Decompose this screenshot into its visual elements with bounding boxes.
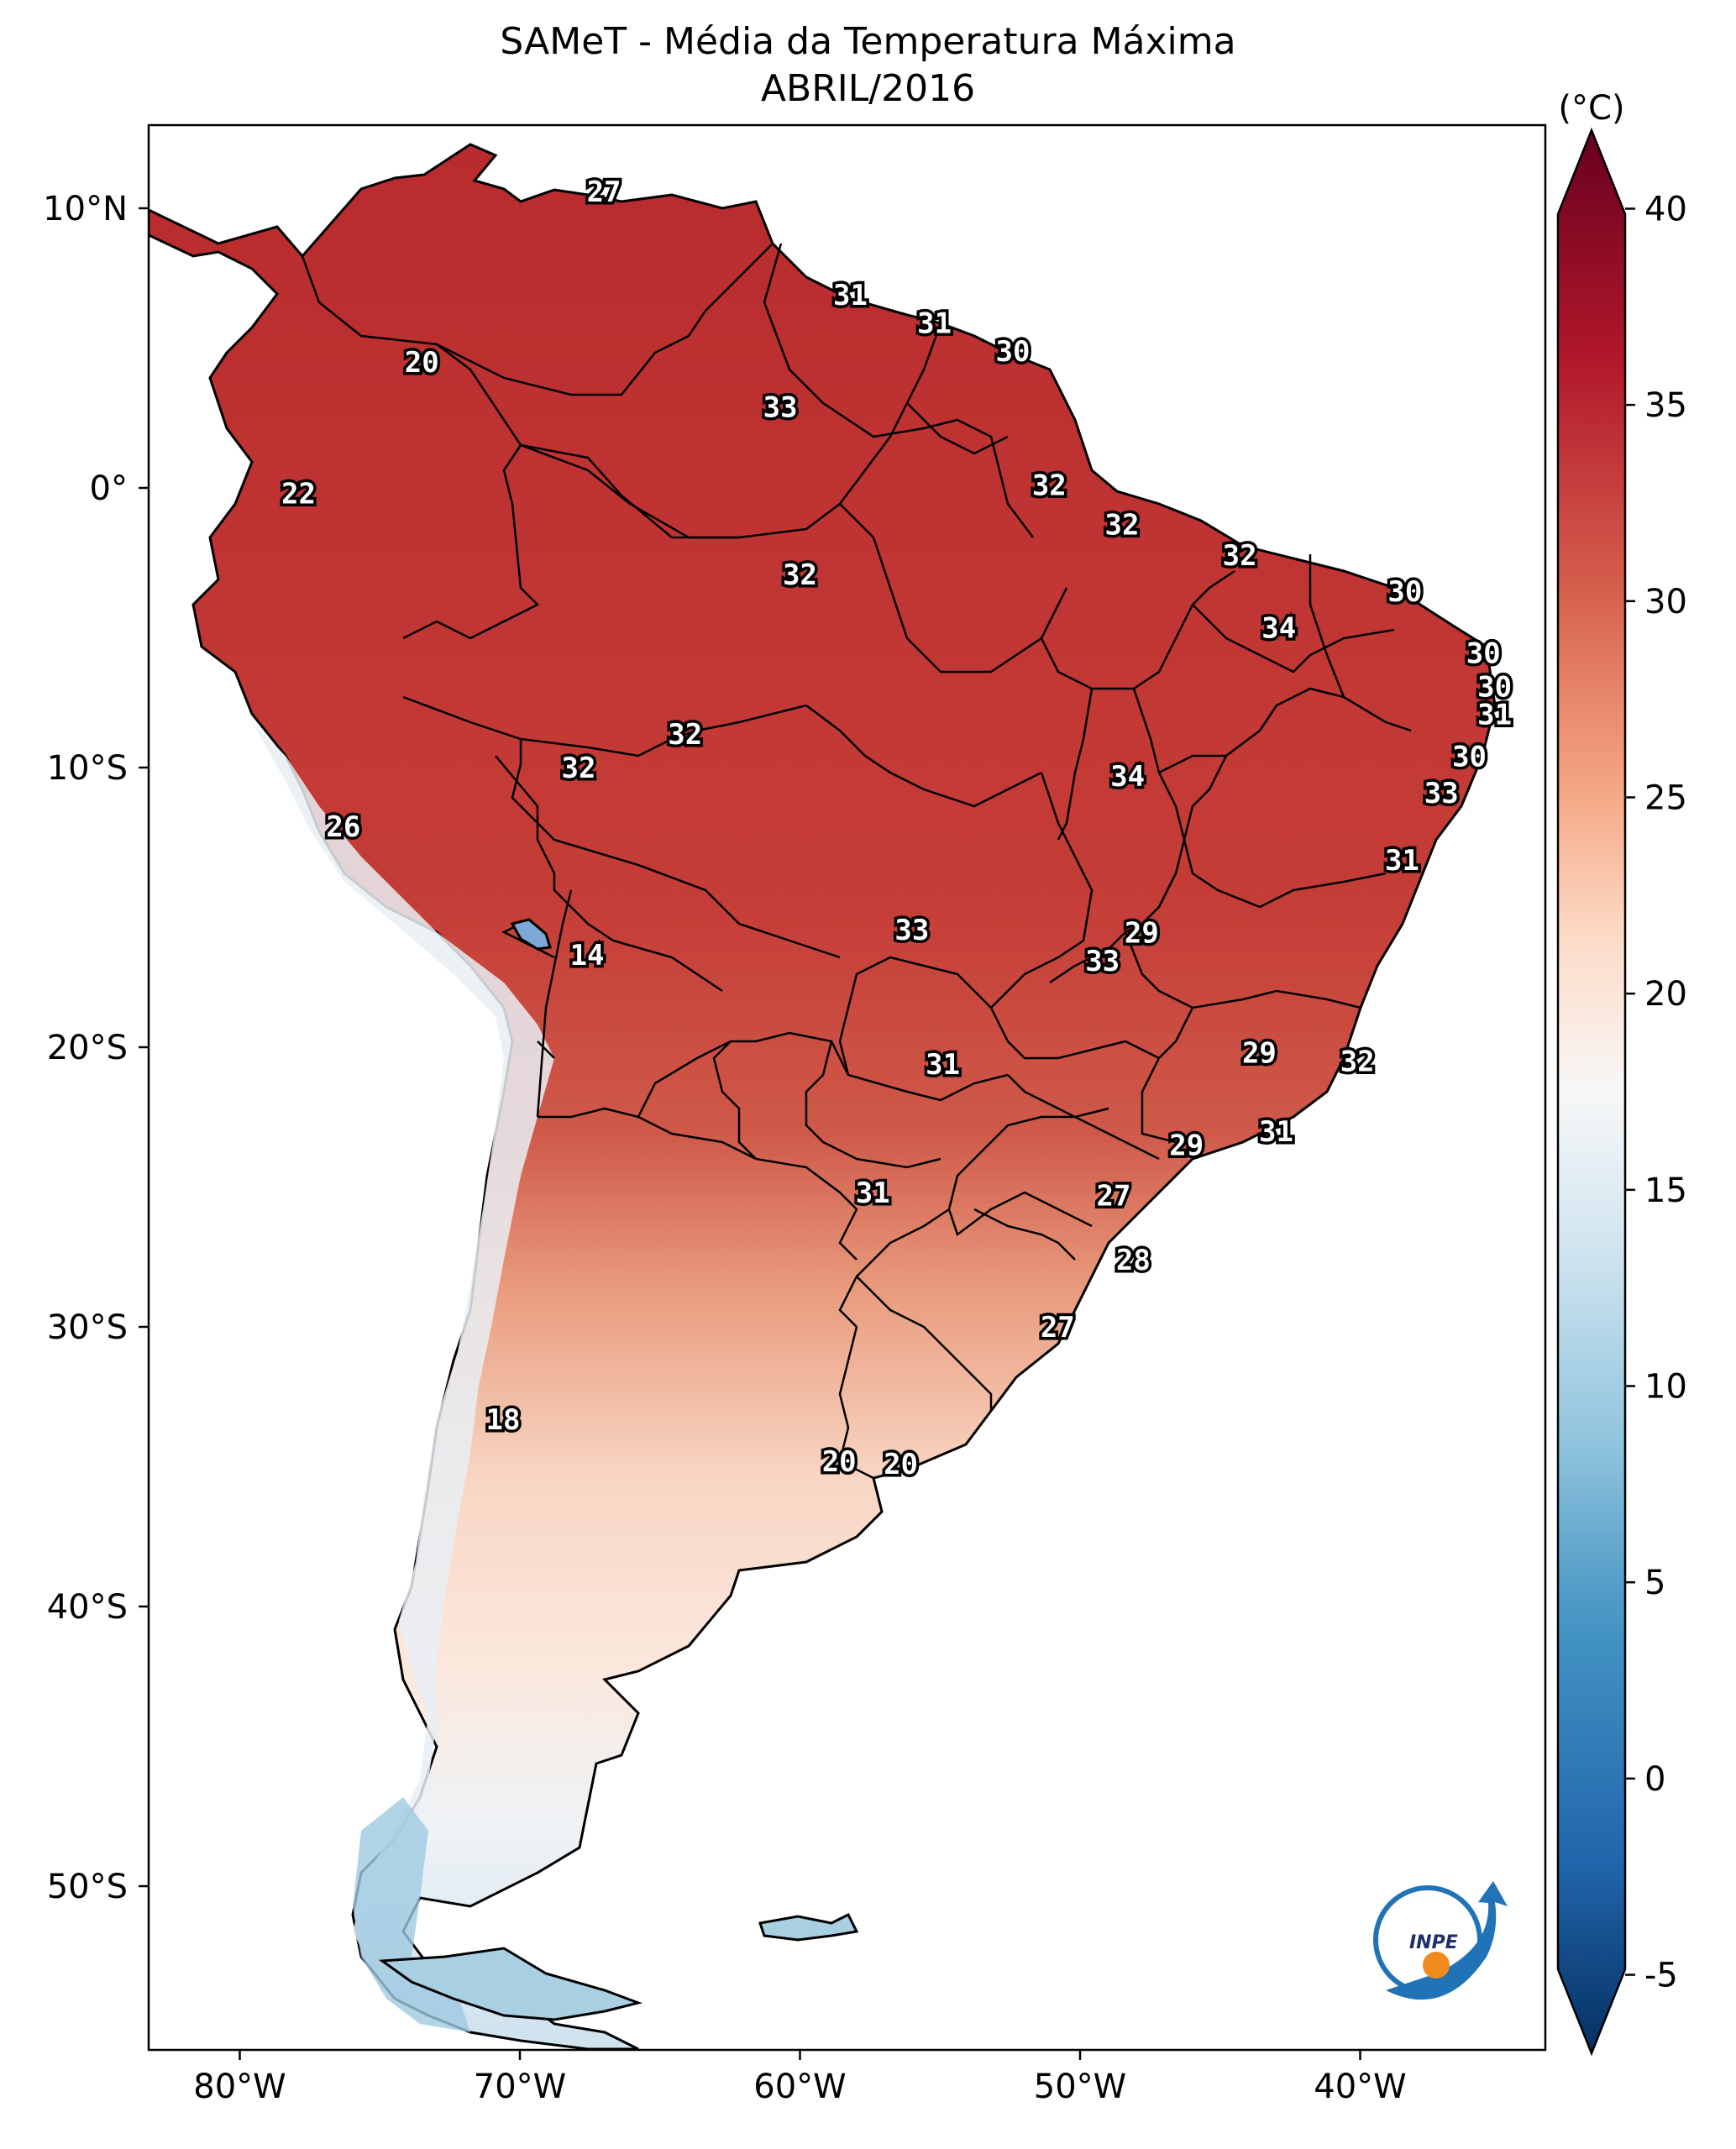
lon-tick-label: 60°W <box>753 2068 846 2106</box>
temperature-label: 20 <box>884 1448 918 1481</box>
tierra-del-fuego <box>378 1947 643 2021</box>
temperature-label: 33 <box>894 914 929 947</box>
lat-tick-label: 40°S <box>47 1588 128 1627</box>
temperature-label: 32 <box>668 718 702 752</box>
colorbar-tick-label: 0 <box>1644 1760 1665 1799</box>
temperature-label: 29 <box>1169 1130 1204 1163</box>
temperature-label: 30 <box>1466 637 1501 670</box>
temperature-label: 34 <box>1261 612 1296 646</box>
temperature-label: 29 <box>1125 916 1159 950</box>
lon-tick-label: 40°W <box>1314 2068 1406 2106</box>
lon-tick-label: 70°W <box>474 2068 566 2106</box>
temperature-label: 32 <box>1032 469 1067 503</box>
temperature-label: 31 <box>917 307 952 341</box>
lat-tick-label: 30°S <box>47 1308 128 1347</box>
temperature-label: 31 <box>1477 699 1512 732</box>
temperature-label: 30 <box>1452 741 1487 774</box>
temperature-label: 31 <box>926 1048 960 1082</box>
lat-tick-label: 20°S <box>47 1029 128 1067</box>
colorbar-body <box>1556 127 1627 2057</box>
patagonia-cold <box>353 1797 470 2032</box>
colorbar-unit: (°C) <box>1558 89 1624 128</box>
temperature-label: 30 <box>995 335 1030 369</box>
temperature-label: 33 <box>1424 777 1459 810</box>
lat-tick-label: 50°S <box>47 1868 128 1906</box>
colorbar-tick-label: 30 <box>1644 583 1687 621</box>
temperature-label: 31 <box>833 279 868 312</box>
temperature-label: 33 <box>763 390 798 424</box>
lat-tick-label: 0° <box>90 469 128 508</box>
temperature-label: 32 <box>562 752 596 785</box>
map-content: INPE <box>149 143 1508 2050</box>
temperature-label: 31 <box>856 1177 890 1210</box>
colorbar-tick-label: 25 <box>1644 778 1687 817</box>
colorbar-tick-label: 10 <box>1644 1368 1687 1407</box>
lat-tick-label: 10°S <box>47 749 128 788</box>
colorbar: 40 35 30 25 20 15 10 5 0 -5 (°C) <box>1556 89 1687 2057</box>
colorbar-tick-label: -5 <box>1644 1957 1678 1995</box>
temperature-label: 30 <box>1477 670 1512 704</box>
map-subtitle: ABRIL/2016 <box>760 67 976 110</box>
falkland-islands <box>758 1912 859 1942</box>
temperature-label: 31 <box>1259 1115 1293 1149</box>
temperature-label: 20 <box>822 1445 857 1479</box>
colorbar-ticks: 40 35 30 25 20 15 10 5 0 -5 <box>1625 190 1687 1995</box>
temperature-label: 34 <box>1110 760 1145 794</box>
temperature-label: 27 <box>1041 1311 1075 1344</box>
lat-tick-label: 10°N <box>43 190 128 228</box>
borders <box>301 243 1412 1480</box>
colorbar-tick-label: 40 <box>1644 190 1687 228</box>
temperature-label: 28 <box>1116 1244 1151 1277</box>
temperature-label: 20 <box>405 346 439 380</box>
temperature-label: 22 <box>281 478 316 511</box>
lon-tick-label: 80°W <box>193 2068 286 2106</box>
colorbar-tick-label: 15 <box>1644 1171 1687 1210</box>
lake-titicaca <box>510 918 552 951</box>
temperature-label: 14 <box>570 939 605 972</box>
temperature-label: 32 <box>1340 1046 1375 1079</box>
temperature-label: 32 <box>783 558 817 592</box>
colorbar-tick-label: 20 <box>1644 975 1687 1014</box>
temperature-label: 32 <box>1105 508 1140 542</box>
inpe-logo: INPE <box>1373 1881 1508 2000</box>
temperature-label: 26 <box>326 810 360 844</box>
temperature-label: 29 <box>1242 1037 1277 1071</box>
longitude-axis: 80°W 70°W 60°W 50°W 40°W <box>193 2050 1407 2106</box>
lon-tick-label: 50°W <box>1034 2068 1126 2106</box>
temperature-label: 33 <box>1085 945 1120 978</box>
colorbar-tick-label: 35 <box>1644 386 1687 425</box>
map-title: SAMeT - Média da Temperatura Máxima <box>500 20 1236 63</box>
colorbar-tick-label: 5 <box>1644 1564 1665 1602</box>
latitude-axis: 10°N 0° 10°S 20°S 30°S 40°S 50°S <box>43 190 149 1906</box>
temperature-label: 27 <box>1097 1179 1131 1213</box>
temperature-label: 31 <box>1385 844 1419 878</box>
temperature-label: 32 <box>1223 539 1257 573</box>
temperature-label: 27 <box>587 176 621 209</box>
inpe-logo-text: INPE <box>1409 1932 1458 1953</box>
temperature-label: 30 <box>1387 575 1422 609</box>
temperature-label: 18 <box>486 1403 521 1437</box>
